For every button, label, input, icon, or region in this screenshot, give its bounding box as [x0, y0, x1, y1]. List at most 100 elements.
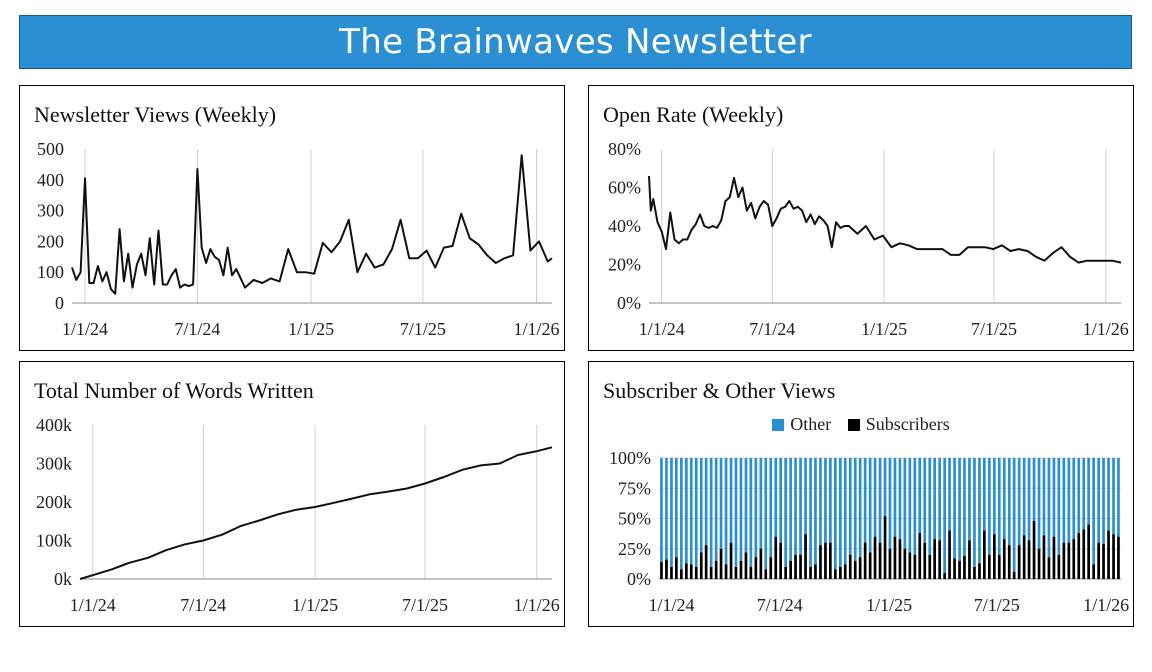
x-tick-label: 7/1/25 [971, 319, 1017, 339]
bar-other [1092, 458, 1095, 565]
y-tick-label: 80% [608, 139, 641, 159]
y-tick-label: 20% [608, 255, 641, 275]
bar-other [843, 458, 847, 565]
bar-subscribers [1012, 571, 1016, 579]
bar-other [694, 458, 698, 567]
y-tick-label: 0% [617, 293, 641, 313]
bar-other [779, 458, 782, 543]
bar-subscribers [704, 545, 708, 579]
bar-other [1102, 458, 1105, 544]
bar-subscribers [660, 562, 663, 579]
bar-other [943, 458, 946, 573]
bar-subscribers [814, 564, 817, 579]
bar-other [993, 458, 996, 535]
bar-subscribers [948, 530, 951, 579]
bar-subscribers [943, 572, 946, 579]
bar-subscribers [1027, 540, 1031, 579]
y-tick-label: 75% [618, 478, 651, 498]
subscriber-chart-panel: Subscriber & Other Views Other Subscribe… [588, 361, 1134, 627]
bar-other [868, 458, 872, 553]
x-tick-label: 1/1/24 [648, 595, 694, 615]
bar-subscribers [1062, 542, 1066, 579]
y-tick-label: 300k [36, 454, 72, 474]
bar-subscribers [978, 563, 981, 579]
y-tick-label: 40% [608, 216, 641, 236]
bar-other [704, 458, 708, 546]
page-title: The Brainwaves Newsletter [339, 22, 812, 62]
bar-subscribers [958, 560, 961, 579]
bar-other [799, 458, 802, 555]
legend-label: Subscribers [865, 414, 950, 434]
bar-other [689, 458, 693, 565]
y-tick-label: 400k [36, 415, 72, 435]
open-rate-chart-panel: Open Rate (Weekly) 0% 20% 40% 60% 80% 1/1/24 7… [588, 85, 1134, 351]
series-line [648, 175, 1122, 264]
bar-other [1107, 458, 1110, 531]
views-chart-panel: Newsletter Views (Weekly) 0 100 200 300 400 5… [19, 85, 565, 351]
bar-other [973, 458, 976, 567]
bar-other [660, 458, 663, 563]
chart-title: Open Rate (Weekly) [603, 102, 784, 127]
bar-subscribers [933, 539, 936, 579]
bar-other [983, 458, 986, 531]
bar-subscribers [794, 554, 797, 579]
y-tick-label: 100 [37, 262, 64, 282]
bar-other [769, 458, 773, 558]
series-line [79, 446, 553, 580]
x-tick-label: 1/1/24 [639, 319, 685, 339]
x-tick-label: 1/1/25 [861, 319, 907, 339]
header-banner: The Brainwaves Newsletter [19, 15, 1132, 69]
chart-title: Newsletter Views (Weekly) [34, 102, 277, 127]
legend-label: Other [790, 414, 832, 434]
bar-subscribers [893, 536, 897, 579]
bar-other [814, 458, 817, 565]
bar-other [839, 458, 842, 567]
bar-subscribers [670, 566, 673, 579]
bar-other [1047, 458, 1051, 558]
chart-legend: Other Subscribers [589, 414, 1133, 435]
x-tick-label: 1/1/25 [288, 319, 334, 339]
y-tick-label: 100k [36, 531, 72, 551]
bar-other [908, 458, 912, 553]
x-tick-label: 1/1/25 [292, 595, 338, 615]
bar-other [903, 458, 907, 549]
bar-subscribers [739, 560, 743, 579]
bar-other [734, 458, 738, 567]
bar-subscribers [789, 560, 792, 579]
bar-other [958, 458, 961, 561]
bar-other [948, 458, 951, 531]
bar-other [1012, 458, 1016, 572]
bar-subscribers [863, 542, 867, 579]
series-line [71, 154, 553, 295]
words-chart-panel: Total Number of Words Written 0k 100k 200k… [19, 361, 565, 627]
bar-subscribers [699, 552, 703, 579]
bar-subscribers [1047, 557, 1051, 579]
bar-other [1042, 458, 1046, 536]
bar-subscribers [1067, 542, 1071, 579]
bar-subscribers [963, 556, 966, 579]
bar-subscribers [764, 569, 768, 579]
bar-other [1052, 458, 1056, 537]
bar-other [953, 458, 956, 559]
bar-other [1007, 458, 1011, 546]
bar-other [1067, 458, 1071, 543]
bar-other [824, 458, 827, 543]
x-tick-label: 7/1/25 [974, 595, 1020, 615]
bar-subscribers [714, 560, 718, 579]
bar-other [829, 458, 832, 543]
bar-other [988, 458, 991, 555]
bar-subscribers [918, 533, 922, 579]
bar-other [848, 458, 852, 555]
bar-subscribers [1117, 536, 1120, 579]
bar-subscribers [883, 516, 887, 579]
bar-subscribers [1042, 535, 1046, 579]
bar-subscribers [843, 564, 847, 579]
bar-subscribers [848, 554, 852, 579]
bar-subscribers [1022, 535, 1026, 579]
bar-other [784, 458, 787, 567]
bar-other [858, 458, 862, 558]
bar-subscribers [1052, 536, 1056, 579]
bar-subscribers [1017, 545, 1021, 579]
legend-item-other: Other [772, 414, 831, 434]
x-tick-label: 7/1/24 [174, 319, 220, 339]
